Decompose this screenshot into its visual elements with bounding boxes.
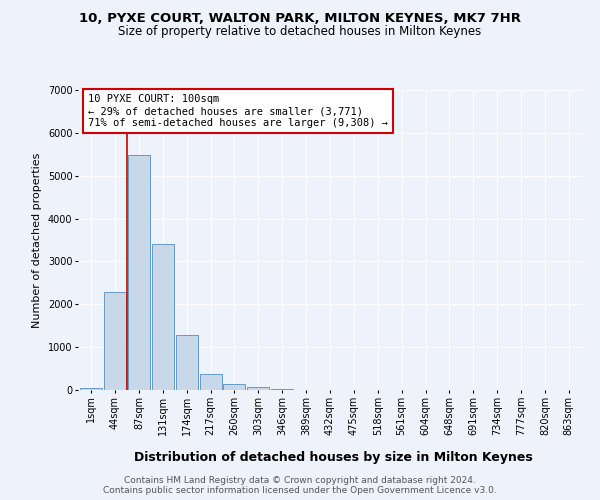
Bar (247, 388, 269, 390)
Text: 10 PYXE COURT: 100sqm
← 29% of detached houses are smaller (3,771)
71% of semi-d: 10 PYXE COURT: 100sqm ← 29% of detached … (88, 94, 388, 128)
Text: Size of property relative to detached houses in Milton Keynes: Size of property relative to detached ho… (118, 25, 482, 38)
Text: Distribution of detached houses by size in Milton Keynes: Distribution of detached houses by size … (134, 451, 532, 464)
Bar (223, 384, 245, 390)
Bar (271, 389, 293, 390)
Bar (104, 292, 126, 390)
Text: 10, PYXE COURT, WALTON PARK, MILTON KEYNES, MK7 7HR: 10, PYXE COURT, WALTON PARK, MILTON KEYN… (79, 12, 521, 26)
Bar (200, 374, 221, 390)
Bar (176, 334, 197, 390)
Text: Contains HM Land Registry data © Crown copyright and database right 2024.: Contains HM Land Registry data © Crown c… (124, 476, 476, 485)
Bar (80, 388, 102, 390)
Text: Contains public sector information licensed under the Open Government Licence v3: Contains public sector information licen… (103, 486, 497, 495)
Bar (152, 244, 174, 390)
Y-axis label: Number of detached properties: Number of detached properties (32, 152, 42, 328)
Bar (128, 155, 150, 390)
